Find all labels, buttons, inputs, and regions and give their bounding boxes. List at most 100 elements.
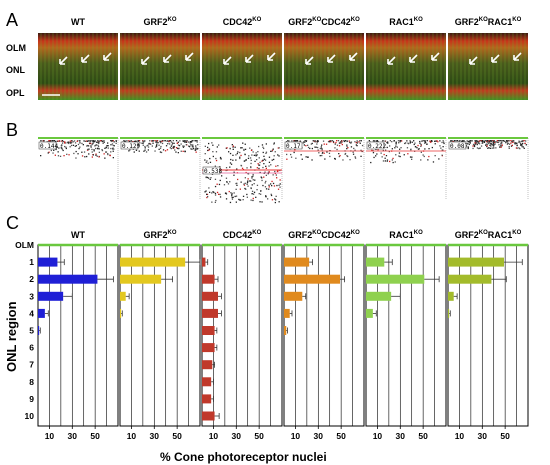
arrow-icon (267, 52, 276, 61)
row-label: 7 (29, 360, 34, 370)
scatter-dots-2 (204, 142, 281, 204)
row-label: 6 (29, 343, 34, 353)
arrow-icon (141, 56, 150, 65)
row-label: OLM (15, 240, 34, 250)
row-label: 1 (29, 257, 34, 267)
layer-label-onl: ONL (6, 65, 26, 75)
bar (448, 274, 492, 284)
bar (448, 291, 454, 301)
x-tick-label: 30 (68, 431, 78, 441)
arrow-icon (349, 52, 358, 61)
bar (202, 360, 213, 370)
panel-c-header-1: GRF2KO (143, 230, 176, 240)
panel-label-a: A (6, 10, 18, 30)
row-label: 5 (29, 326, 34, 336)
arrow-icon (431, 52, 440, 61)
bar (120, 308, 122, 318)
subplot-3: 10 30 50 (283, 243, 365, 441)
panel-b-distributions: 0.144 0.129 0.538 0.17 0.222 0.087 (38, 137, 529, 204)
bar (366, 291, 392, 301)
panel-c-header-2: CDC42KO (223, 230, 262, 240)
arrow-icon (81, 54, 90, 63)
bar (38, 274, 98, 284)
x-tick-label: 30 (150, 431, 160, 441)
bar (38, 326, 40, 335)
row-label: 3 (29, 291, 34, 301)
subplot-4: 10 30 50 (365, 243, 447, 441)
bar (202, 377, 212, 387)
x-tick-label: 50 (254, 431, 264, 441)
bar (202, 274, 215, 284)
x-tick-label: 10 (291, 431, 301, 441)
layer-label-olm: OLM (6, 43, 26, 53)
subplot-0: 10 30 50 (37, 243, 119, 441)
arrow-icon (469, 56, 478, 65)
bar (202, 257, 206, 267)
scatter-value-5: 0.087 (450, 143, 468, 150)
bar (366, 274, 425, 284)
arrow-icon (245, 54, 254, 63)
subplot-frame (119, 244, 201, 427)
x-tick-label: 50 (418, 431, 428, 441)
subplot-1: 10 30 50 (119, 243, 201, 441)
bar (448, 257, 504, 267)
panel-c-header-3: GRF2KOCDC42KO (288, 230, 360, 240)
arrow-icon (103, 52, 112, 61)
bar (120, 291, 126, 301)
bar (120, 257, 186, 267)
bar (38, 257, 58, 267)
scatter-value-4: 0.222 (368, 143, 386, 150)
scatter-value-3: 0.17 (286, 143, 301, 150)
bar (284, 274, 340, 284)
x-tick-label: 30 (232, 431, 242, 441)
row-label: 4 (29, 308, 34, 318)
layer-label-opl: OPL (6, 88, 25, 98)
panel-a-header-5: GRF2KORAC1KO (455, 17, 522, 27)
panel-a-header-1: GRF2KO (143, 17, 176, 27)
arrow-icon (491, 54, 500, 63)
row-label: 8 (29, 377, 34, 387)
arrow-icon (163, 54, 172, 63)
panel-c-header-5: GRF2KORAC1KO (455, 230, 522, 240)
x-tick-label: 30 (396, 431, 406, 441)
x-tick-label: 50 (500, 431, 510, 441)
arrow-icon (223, 56, 232, 65)
bar (202, 308, 218, 318)
row-label: 10 (25, 411, 35, 421)
scatter-value-2: 0.538 (204, 168, 222, 175)
panel-a-header-2: CDC42KO (223, 17, 262, 27)
x-tick-label: 10 (209, 431, 219, 441)
scatter-value-0: 0.144 (40, 143, 58, 150)
x-tick-label: 50 (336, 431, 346, 441)
x-tick-label: 30 (478, 431, 488, 441)
row-label: 9 (29, 394, 34, 404)
x-tick-label: 10 (373, 431, 383, 441)
scatter-value-1: 0.129 (122, 143, 140, 150)
arrow-icon (185, 52, 194, 61)
x-axis-label: % Cone photoreceptor nuclei (160, 450, 327, 464)
bar (366, 308, 373, 318)
arrow-icon (387, 56, 396, 65)
arrow-icon (59, 56, 68, 65)
bar (284, 291, 303, 301)
subplot-2: 10 30 50 (201, 243, 283, 441)
bar (38, 308, 45, 318)
bar (202, 394, 212, 404)
subplot-frame (447, 244, 529, 427)
panel-label-c: C (6, 213, 19, 233)
arrow-icon (513, 52, 522, 61)
bar (284, 326, 287, 335)
panel-c-headers: WT GRF2KO CDC42KO GRF2KOCDC42KO RAC1KO GRF2KO… (71, 230, 522, 240)
subplot-5: 10 30 50 (447, 243, 529, 441)
arrow-icon (327, 54, 336, 63)
x-tick-label: 50 (90, 431, 100, 441)
panel-a-micrographs (38, 33, 528, 100)
subplot-frame (201, 244, 283, 427)
x-tick-label: 30 (314, 431, 324, 441)
x-tick-label: 50 (172, 431, 182, 441)
bar (448, 308, 450, 318)
panel-c-header-0: WT (71, 230, 85, 240)
arrow-icon (305, 56, 314, 65)
